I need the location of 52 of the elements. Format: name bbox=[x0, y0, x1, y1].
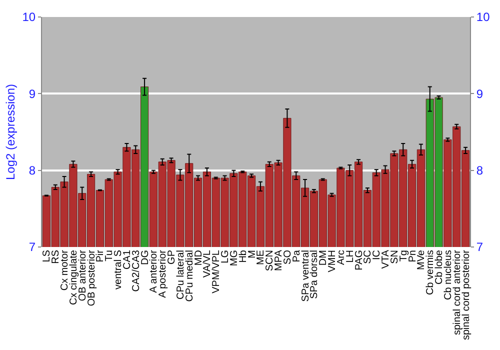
y2-tick-label: 7 bbox=[476, 240, 484, 254]
x-tick-label: CA1 bbox=[122, 250, 133, 270]
x-tick-label: Pn bbox=[407, 250, 418, 262]
y-tick-label: 10 bbox=[22, 10, 36, 24]
x-tick-label: Cb nucleus bbox=[442, 250, 454, 300]
x-tick-label: Cb lobe bbox=[434, 250, 446, 284]
x-tick-label: PAG bbox=[354, 250, 365, 270]
x-tick-label: MPA bbox=[274, 250, 285, 271]
x-tick-label: VPM/VPL bbox=[211, 250, 222, 294]
x-tick-label: A posterior bbox=[158, 249, 169, 298]
x-tick-label: M bbox=[246, 250, 258, 258]
y-tick-label: 7 bbox=[28, 240, 36, 254]
x-tick-label: SO bbox=[282, 250, 294, 264]
x-tick-label: Cx cingulate bbox=[68, 250, 80, 306]
x-tick-label: SN bbox=[389, 250, 400, 264]
x-tick-label: RS bbox=[50, 250, 62, 264]
x-tick-label: LG bbox=[220, 250, 232, 264]
x-tick-label: ventral S bbox=[113, 250, 124, 290]
y2-tick-label: 8 bbox=[476, 164, 484, 178]
x-tick-label: MVe bbox=[416, 250, 428, 270]
x-tick-label: DG bbox=[140, 250, 151, 265]
x-tick-label: Hb bbox=[238, 250, 249, 263]
x-tick-label: A anterior bbox=[148, 249, 160, 293]
x-tick-label: CA2/CA3 bbox=[130, 250, 142, 292]
x-tick-label: Arc bbox=[336, 250, 347, 265]
x-tick-label: OB anterior bbox=[77, 249, 88, 302]
x-tick-label: LS bbox=[42, 250, 53, 262]
x-tick-label: DM bbox=[318, 250, 330, 266]
x-tick-label: CPu lateral bbox=[175, 250, 186, 300]
y2-tick-label: 9 bbox=[476, 86, 484, 101]
x-tick-label: VTA bbox=[380, 250, 392, 269]
x-tick-label: CPu medial bbox=[184, 250, 196, 302]
y-tick-label: 8 bbox=[28, 164, 36, 178]
x-tick-label: spinal cord anterior bbox=[452, 249, 463, 336]
x-tick-label: SC bbox=[362, 250, 374, 264]
x-tick-label: VMH bbox=[327, 250, 338, 272]
x-tick-label: OB posterior bbox=[86, 249, 98, 306]
x-tick-label: IC bbox=[372, 250, 383, 260]
x-tick-label: Pa bbox=[291, 250, 302, 262]
x-tick-label: SCN bbox=[264, 250, 276, 272]
x-tick-label: spinal cord posterior bbox=[460, 249, 472, 340]
x-tick-label: LH bbox=[344, 250, 356, 263]
x-tick-label: ME bbox=[256, 250, 267, 265]
x-tick-label: GP bbox=[166, 250, 178, 264]
y2-tick-label: 10 bbox=[476, 10, 490, 24]
x-tick-label: Tu bbox=[104, 250, 116, 262]
x-tick-label: Tg bbox=[398, 250, 410, 262]
x-tick-label: MG bbox=[228, 250, 240, 266]
y-tick-label: 9 bbox=[28, 86, 36, 101]
x-tick-label: SPa dorsal bbox=[309, 250, 320, 299]
y-axis-title: Log2 (expression) bbox=[4, 84, 18, 180]
x-tick-label: Pir bbox=[95, 249, 106, 262]
